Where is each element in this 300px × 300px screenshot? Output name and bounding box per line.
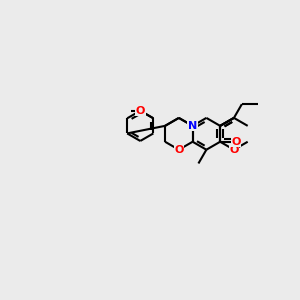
Text: O: O [229, 145, 239, 155]
Text: O: O [231, 137, 241, 147]
Text: N: N [188, 121, 197, 131]
Text: O: O [136, 106, 145, 116]
Text: O: O [174, 145, 184, 155]
